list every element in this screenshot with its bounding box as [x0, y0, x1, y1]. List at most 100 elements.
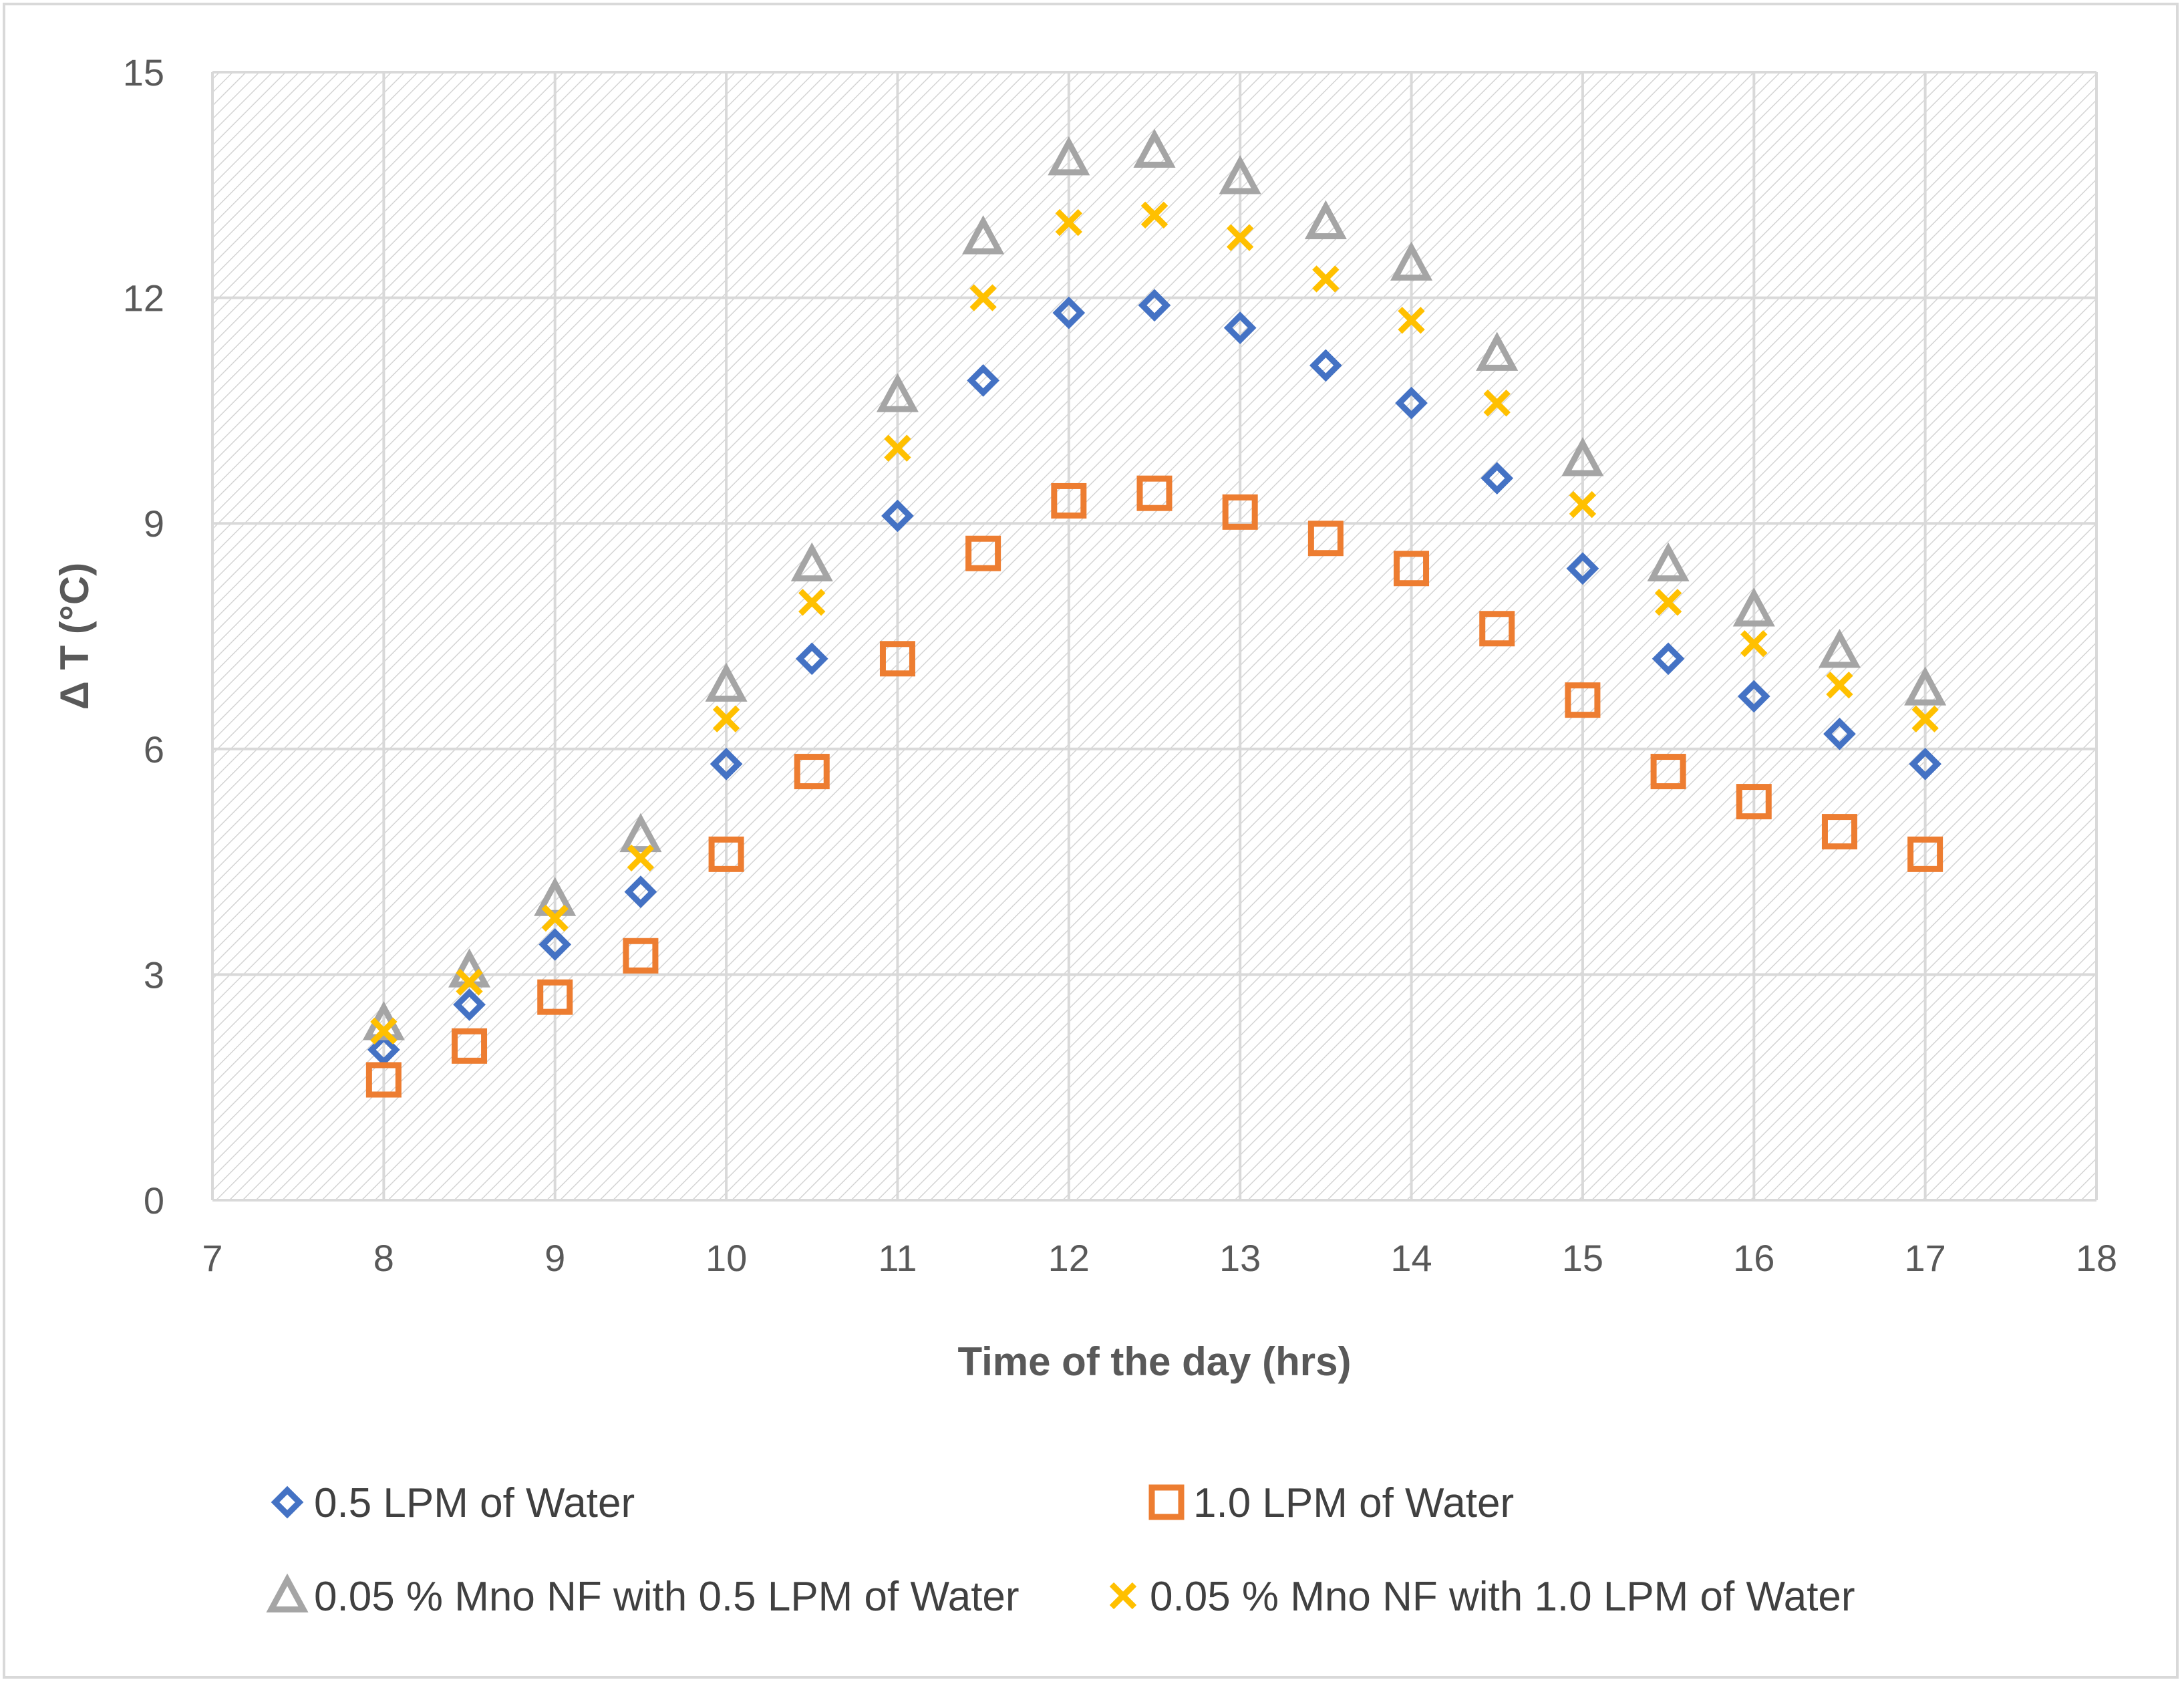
y-axis-title: Δ T (°C) — [52, 563, 97, 710]
data-point-diamond — [1395, 386, 1428, 420]
data-point-diamond — [1309, 349, 1342, 382]
data-point-square — [1565, 682, 1601, 718]
data-point-square — [1736, 784, 1772, 820]
data-point-diamond — [1223, 311, 1257, 344]
legend-label: 0.05 % Mno NF with 1.0 LPM of Water — [1150, 1574, 1855, 1620]
data-point-diamond — [367, 1033, 400, 1067]
legend-item: 0.05 % Mno NF with 1.0 LPM of Water — [1109, 1574, 1855, 1620]
data-point-diamond — [795, 642, 828, 676]
legend-marker-diamond — [271, 1486, 304, 1519]
data-point-triangle — [1304, 200, 1347, 239]
data-point-square — [794, 754, 830, 790]
y-tick-label: 15 — [123, 51, 164, 94]
data-point-triangle — [876, 373, 919, 412]
data-point-triangle — [1732, 587, 1775, 627]
legend-label: 0.05 % Mno NF with 0.5 LPM of Water — [314, 1574, 1020, 1620]
data-point-x — [1911, 705, 1939, 732]
data-point-x — [969, 284, 997, 311]
legend-marker-square — [1148, 1484, 1185, 1520]
data-point-diamond — [538, 928, 572, 961]
data-point-diamond — [1480, 462, 1514, 495]
data-point-x — [1312, 265, 1340, 293]
y-tick-label: 3 — [144, 954, 164, 996]
data-point-triangle — [1048, 136, 1090, 176]
data-point-triangle — [1904, 666, 1947, 706]
y-tick-label: 6 — [144, 728, 164, 770]
data-point-square — [537, 979, 573, 1015]
legend-item: 0.05 % Mno NF with 0.5 LPM of Water — [266, 1573, 1020, 1620]
data-point-x — [1740, 630, 1768, 658]
data-point-square — [879, 641, 915, 677]
data-point-x — [1654, 589, 1682, 616]
data-point-x — [1226, 224, 1254, 251]
data-point-diamond — [1823, 717, 1856, 750]
data-point-x — [1826, 671, 1853, 699]
data-point-triangle — [705, 662, 748, 702]
data-point-triangle — [1647, 542, 1690, 581]
x-tick-label: 9 — [544, 1237, 565, 1279]
x-tick-label: 15 — [1562, 1237, 1603, 1279]
data-point-diamond — [1652, 642, 1685, 676]
x-tick-label: 18 — [2076, 1237, 2117, 1279]
data-point-square — [965, 535, 1001, 571]
data-point-x — [1483, 389, 1511, 417]
y-tick-label: 9 — [144, 503, 164, 545]
x-tick-label: 14 — [1390, 1237, 1432, 1279]
data-point-triangle — [1818, 629, 1861, 668]
data-point-diamond — [453, 988, 486, 1021]
data-point-triangle — [1219, 155, 1261, 194]
x-axis-title: Time of the day (hrs) — [958, 1339, 1352, 1384]
data-point-square — [365, 1062, 402, 1098]
data-point-diamond — [1909, 747, 1942, 781]
x-tick-label: 12 — [1048, 1237, 1090, 1279]
data-point-diamond — [881, 499, 914, 533]
plot-area — [212, 72, 2096, 1200]
data-point-triangle — [1561, 437, 1604, 476]
data-point-diamond — [710, 747, 743, 781]
series-x-markers — [370, 201, 1939, 1044]
tick-labels: 7 8 9 10 11 12 13 14 15 16 17 18 0 3 6 9 12 15 — [123, 51, 2117, 1279]
series-triangle-markers — [362, 128, 1947, 1040]
legend-item: 0.5 LPM of Water — [271, 1480, 635, 1526]
data-point-x — [1140, 201, 1168, 229]
data-point-triangle — [619, 813, 662, 853]
data-point-square — [708, 836, 744, 872]
data-point-square — [1051, 482, 1087, 519]
data-point-triangle — [1390, 241, 1433, 281]
legend-label: 1.0 LPM of Water — [1193, 1480, 1514, 1526]
data-point-square — [1907, 836, 1943, 872]
data-point-triangle — [962, 215, 1005, 255]
data-point-square — [1307, 521, 1344, 557]
legend-marker-triangle — [266, 1573, 309, 1612]
y-tick-label: 0 — [144, 1179, 164, 1222]
data-point-diamond — [967, 364, 1000, 397]
data-point-x — [370, 1017, 398, 1044]
legend-label: 0.5 LPM of Water — [314, 1480, 635, 1526]
data-point-diamond — [1566, 552, 1599, 585]
data-point-x — [1055, 208, 1083, 237]
data-point-x — [627, 844, 655, 872]
legend-marker-x — [1109, 1582, 1137, 1610]
data-point-triangle — [1476, 331, 1519, 371]
x-tick-label: 13 — [1219, 1237, 1261, 1279]
data-point-square — [1479, 611, 1515, 647]
data-point-diamond — [1138, 289, 1171, 322]
x-tick-label: 17 — [1904, 1237, 1945, 1279]
gridlines — [211, 71, 2098, 1202]
data-point-diamond — [1052, 296, 1086, 329]
data-series — [362, 128, 1947, 1098]
y-tick-label: 12 — [123, 277, 164, 319]
x-tick-label: 11 — [878, 1237, 917, 1279]
data-point-x — [798, 589, 826, 616]
data-point-triangle — [790, 542, 833, 581]
data-point-x — [541, 904, 569, 932]
data-point-x — [1569, 490, 1597, 519]
x-tick-label: 16 — [1733, 1237, 1774, 1279]
x-tick-label: 10 — [706, 1237, 747, 1279]
data-point-triangle — [534, 877, 577, 916]
data-point-x — [884, 434, 911, 462]
data-point-square — [623, 938, 659, 974]
data-point-square — [1650, 754, 1686, 790]
data-point-triangle — [1133, 128, 1176, 168]
